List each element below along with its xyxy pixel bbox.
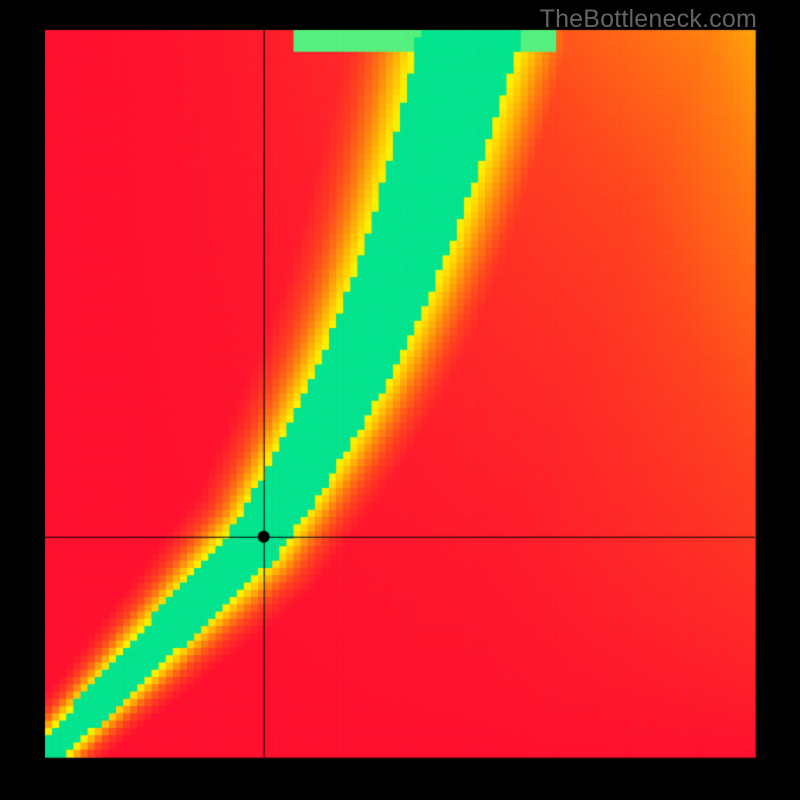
- watermark-text: TheBottleneck.com: [540, 5, 757, 34]
- chart-root: { "canvas": { "width": 800, "height": 80…: [0, 0, 800, 800]
- heatmap-canvas: [0, 0, 800, 800]
